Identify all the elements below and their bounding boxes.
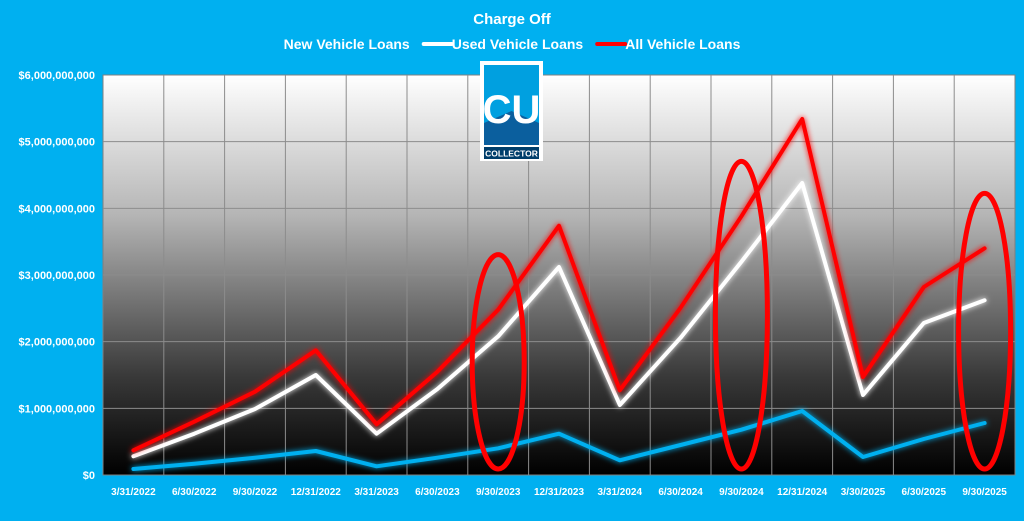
legend-label: All Vehicle Loans	[625, 36, 740, 52]
series-line-used-vehicle-loans	[131, 181, 987, 459]
x-tick-label: 12/31/2023	[534, 487, 584, 498]
logo-label-bar	[484, 147, 539, 159]
x-tick-label: 6/30/2023	[415, 487, 460, 498]
highlight-ellipses	[469, 158, 1014, 472]
cu-collector-logo: CU COLLECTOR	[480, 61, 543, 161]
legend-label: Used Vehicle Loans	[452, 36, 584, 52]
x-tick-label: 3/31/2022	[111, 487, 156, 498]
y-tick-label: $0	[83, 470, 95, 482]
y-tick-label: $4,000,000,000	[19, 203, 95, 215]
chart-title: Charge Off	[473, 11, 552, 28]
logo-letters: CU	[483, 88, 541, 132]
x-tick-label: 9/30/2025	[962, 487, 1007, 498]
logo-label: COLLECTOR	[485, 149, 538, 159]
x-tick-label: 6/30/2022	[172, 487, 217, 498]
y-tick-label: $6,000,000,000	[19, 70, 95, 82]
x-tick-label: 12/31/2022	[291, 487, 341, 498]
y-tick-label: $1,000,000,000	[19, 403, 95, 415]
y-tick-label: $3,000,000,000	[19, 270, 95, 282]
series-line-new-vehicle-loans	[131, 409, 987, 471]
y-tick-label: $5,000,000,000	[19, 137, 95, 149]
highlight-ellipse	[469, 252, 527, 472]
x-axis-ticks: 3/31/2022 6/30/2022 9/30/2022 12/31/2022 3/3…	[111, 487, 1007, 498]
x-tick-label: 3/31/2023	[354, 487, 399, 498]
highlight-ellipse	[956, 190, 1014, 472]
legend: New Vehicle Loans Used Vehicle Loans All V…	[284, 36, 741, 52]
x-tick-label: 3/30/2025	[841, 487, 886, 498]
series-lines	[131, 117, 987, 471]
y-tick-label: $2,000,000,000	[19, 337, 95, 349]
x-tick-label: 9/30/2023	[476, 487, 521, 498]
x-tick-label: 6/30/2024	[658, 487, 703, 498]
x-tick-label: 9/30/2024	[719, 487, 764, 498]
legend-label: New Vehicle Loans	[284, 36, 410, 52]
series-line-all-vehicle-loans	[131, 117, 987, 453]
x-tick-label: 9/30/2022	[233, 487, 278, 498]
x-tick-label: 6/30/2025	[902, 487, 947, 498]
highlight-ellipse	[712, 158, 770, 472]
x-tick-label: 3/31/2024	[598, 487, 643, 498]
x-tick-label: 12/31/2024	[777, 487, 827, 498]
logo-chevron	[484, 111, 539, 145]
y-axis-ticks: $0 $1,000,000,000 $2,000,000,000 $3,000,000…	[19, 70, 95, 482]
